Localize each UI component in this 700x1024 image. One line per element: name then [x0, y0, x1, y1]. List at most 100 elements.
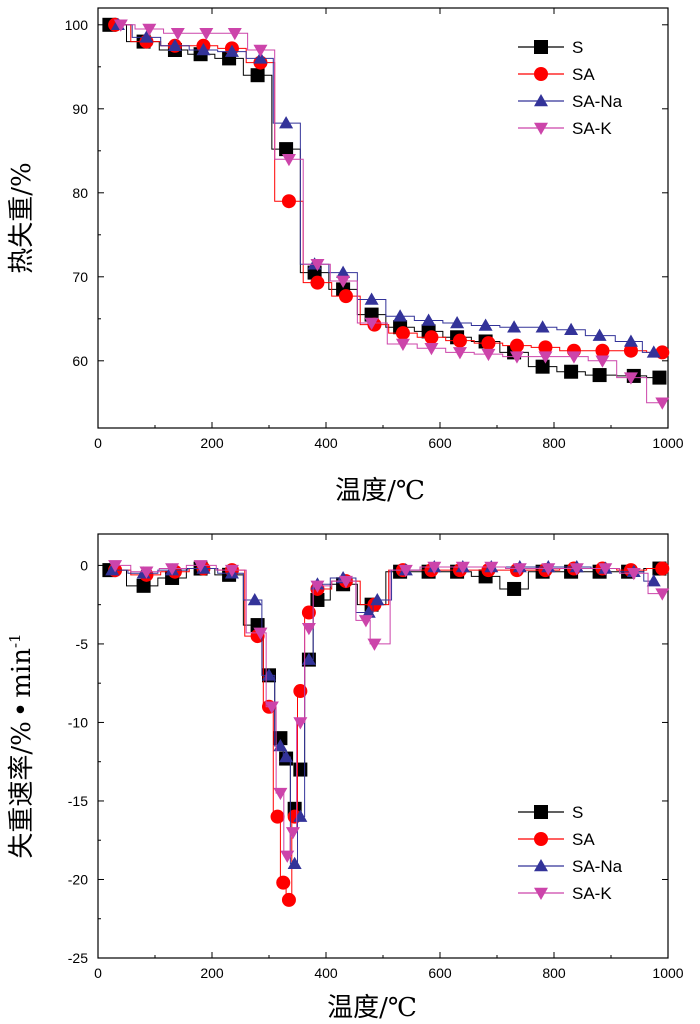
- dtg-point-sa-k: [293, 717, 308, 730]
- tg-point-sa-k: [281, 153, 296, 167]
- tg-point-sa-na: [421, 313, 436, 326]
- dtg-point-s: [293, 762, 308, 777]
- dtg-y-tick-label: -15: [68, 793, 88, 809]
- dtg-point-sa-k: [427, 561, 442, 574]
- dtg-point-sa-na: [287, 856, 302, 870]
- tg-point-sa: [338, 289, 353, 304]
- tg-point-sa-na: [478, 318, 493, 331]
- tg-point-sa-k: [364, 317, 379, 330]
- tg-point-sa-na: [196, 43, 211, 56]
- dtg-x-tick-label: 0: [94, 965, 102, 981]
- dtg-point-sa-na: [105, 563, 120, 576]
- dtg-point-sa-na: [370, 592, 385, 606]
- dtg-point-sa-na: [273, 739, 288, 752]
- tg-point-s: [592, 368, 607, 383]
- tg-point-sa-k: [595, 355, 610, 368]
- dtg-point-sa-k: [301, 622, 316, 636]
- tg-x-tick-label: 1000: [652, 435, 683, 451]
- tg-point-sa: [395, 326, 410, 341]
- dtg-point-sa-k: [224, 564, 239, 578]
- tg-point-sa: [452, 333, 467, 348]
- dtg-point-sa-k: [285, 827, 300, 840]
- dtg-y-axis-title-dot: •: [7, 702, 37, 717]
- dtg-point-sa-na: [279, 749, 294, 763]
- tg-point-sa: [538, 340, 553, 355]
- tg-point-sa-k: [623, 372, 638, 385]
- tg-chart: 0 200 400 600 800 1000 60 70 80 90 100 温度/℃ 热失重/% S SA…: [7, 7, 684, 506]
- tg-point-sa-k: [310, 258, 325, 272]
- dtg-point-sa-k: [655, 588, 670, 601]
- dtg-point-s: [273, 731, 288, 746]
- tg-point-sa: [509, 338, 524, 353]
- dtg-point-s: [507, 581, 522, 596]
- dtg-point-s: [136, 578, 151, 593]
- dtg-point-sa: [655, 561, 670, 576]
- dtg-point-sa-k: [455, 561, 470, 574]
- tg-legend-marker-sa: [534, 67, 548, 81]
- dtg-series-sa: [108, 561, 670, 907]
- tg-point-sa: [595, 343, 610, 358]
- tg-x-tick-label: 0: [94, 435, 102, 451]
- dtg-point-sa-k: [358, 615, 373, 628]
- dtg-point-sa-k: [280, 850, 295, 863]
- tg-y-tick-label: 70: [72, 269, 88, 285]
- tg-point-sa-k: [509, 351, 524, 364]
- dtg-point-sa-k: [264, 701, 279, 714]
- tg-point-sa: [623, 343, 638, 358]
- tg-y-tick-label: 60: [72, 353, 88, 369]
- dtg-legend-marker-sa: [534, 832, 548, 846]
- tg-point-sa: [481, 336, 496, 351]
- dtg-x-tick-label: 200: [200, 965, 224, 981]
- tg-point-sa-k: [199, 27, 214, 41]
- dtg-point-sa-k: [398, 564, 413, 578]
- tg-point-sa: [281, 194, 296, 209]
- dtg-point-sa-na: [301, 652, 316, 665]
- tg-point-sa-na: [623, 334, 638, 347]
- dtg-point-sa-k: [598, 563, 613, 576]
- tg-y-tick-label: 80: [72, 185, 88, 201]
- tg-x-axis-title: 温度/℃: [335, 476, 425, 506]
- tg-legend-label-sa-k: SA-K: [572, 119, 612, 138]
- tg-legend-label-s: S: [572, 38, 583, 57]
- dtg-line-sa: [115, 568, 663, 901]
- tg-point-sa-k: [227, 27, 242, 41]
- dtg-y-axis-title: 失重速率/% • min-1: [6, 633, 37, 858]
- dtg-series-sa-k: [108, 560, 670, 863]
- tg-point-s: [652, 370, 667, 385]
- dtg-point-sa: [293, 684, 308, 699]
- dtg-legend-label-sa-k: SA-K: [572, 884, 612, 903]
- tg-point-sa-na: [450, 316, 465, 329]
- dtg-point-sa-k: [626, 568, 641, 581]
- tg-point-sa-k: [142, 23, 157, 36]
- tg-point-sa-k: [481, 348, 496, 362]
- dtg-point-s: [310, 592, 325, 607]
- tg-point-sa-k: [655, 397, 670, 410]
- tg-point-sa-na: [364, 292, 379, 305]
- dtg-legend-label-sa: SA: [572, 830, 595, 849]
- dtg-point-sa-na: [646, 574, 661, 587]
- dtg-point-sa-k: [569, 563, 584, 576]
- dtg-x-axis-title: 温度/℃: [327, 993, 417, 1023]
- dtg-point-sa-k: [484, 561, 499, 574]
- dtg-y-tick-label: -25: [68, 950, 88, 966]
- tg-point-sa-k: [336, 275, 351, 288]
- tg-point-sa-k: [113, 19, 128, 32]
- dtg-point-sa-k: [367, 638, 382, 651]
- tg-y-axis-title: 热失重/%: [7, 162, 37, 273]
- tg-point-sa-na: [336, 265, 351, 278]
- dtg-legend-marker-s: [534, 805, 548, 819]
- dtg-point-sa-k: [338, 575, 353, 589]
- dtg-line-sa-k: [115, 564, 663, 857]
- dtg-x-tick-label: 1000: [652, 965, 683, 981]
- tg-point-s: [279, 142, 294, 157]
- dtg-point-sa-k: [253, 627, 268, 640]
- tg-x-tick-label: 600: [428, 435, 452, 451]
- tg-y-tick-label: 100: [65, 17, 89, 33]
- tg-point-sa-na: [253, 51, 268, 64]
- dtg-y-tick-label: -20: [68, 871, 88, 887]
- tg-legend-marker-sa-na: [534, 94, 548, 107]
- tg-point-sa-k: [566, 351, 581, 364]
- dtg-y-axis-title-sup: -1: [6, 633, 24, 648]
- tg-x-tick-label: 800: [542, 435, 566, 451]
